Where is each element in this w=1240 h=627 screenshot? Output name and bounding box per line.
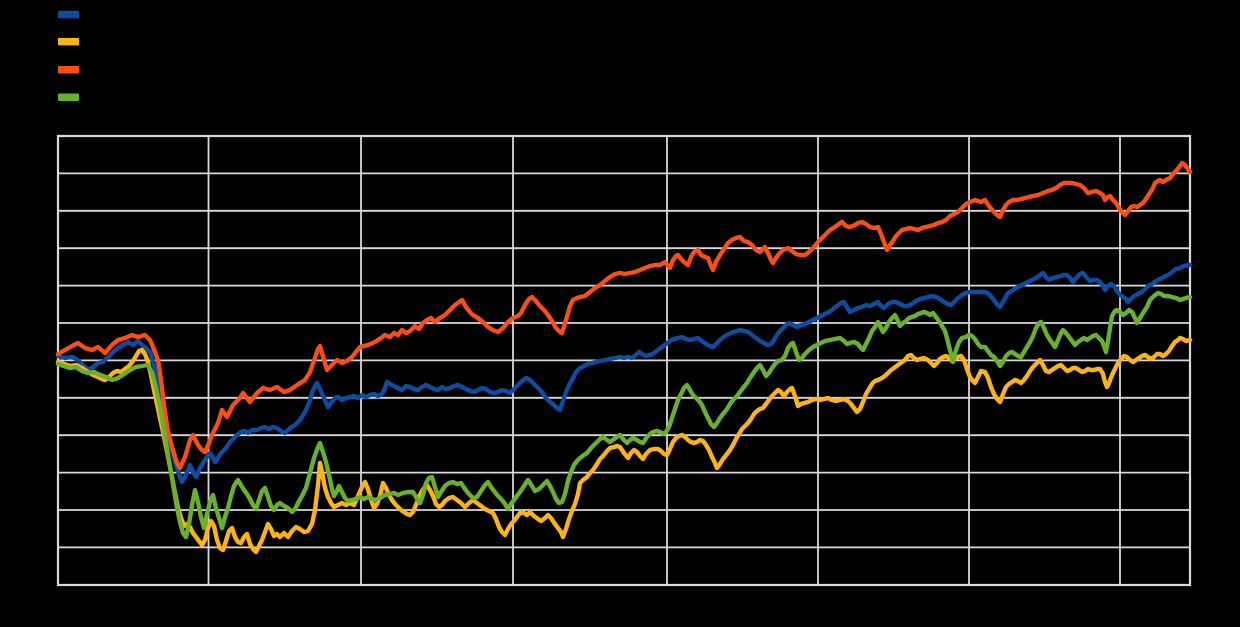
legend-swatch-series-orange [58,66,79,74]
line-series-yellow [55,335,1193,555]
legend-swatch-series-green [58,93,79,101]
line-series-orange [55,160,1193,471]
legend-swatch-series-blue [58,10,79,19]
line-series-blue [55,262,1193,485]
legend-swatch-series-yellow [58,37,79,46]
line-series-green [55,290,1193,540]
